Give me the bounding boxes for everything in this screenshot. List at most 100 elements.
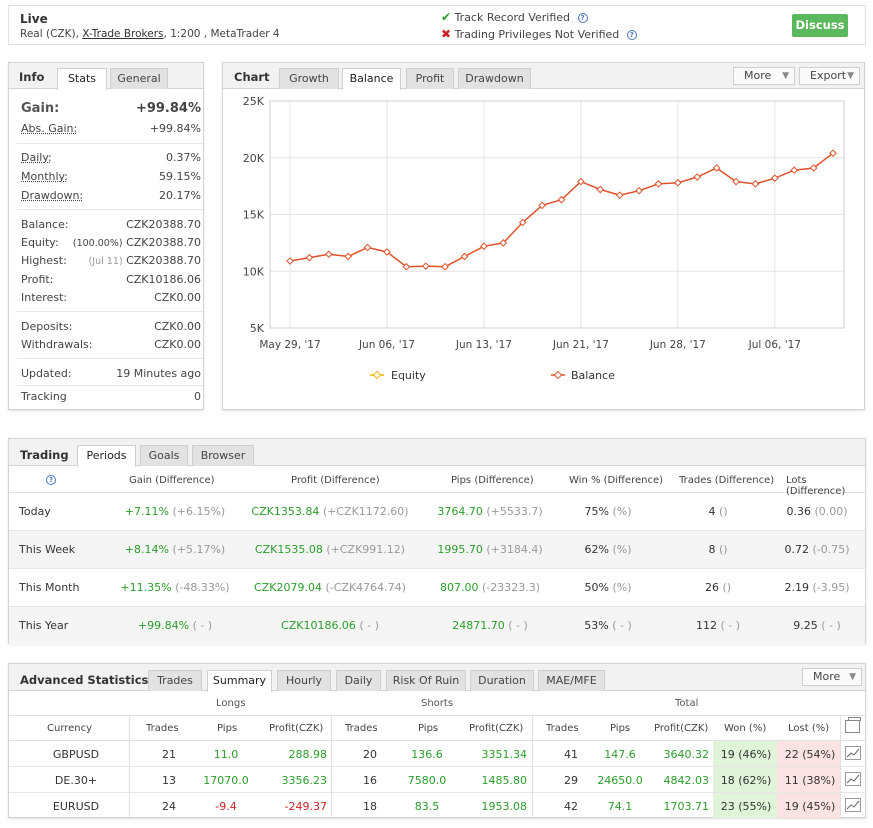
balance-point[interactable] xyxy=(790,166,799,175)
table-row: GBPUSD 21 11.0 288.98 20 136.6 3351.34 41 147.6 3… xyxy=(9,741,865,767)
balance-point[interactable] xyxy=(732,177,740,186)
pips-value: 24871.70 xyxy=(452,619,505,632)
lots-difference: (-0.75) xyxy=(812,543,850,556)
balance-point[interactable] xyxy=(829,149,837,158)
balance-point[interactable] xyxy=(674,178,682,187)
help-icon[interactable]: ? xyxy=(577,13,588,23)
balance-point[interactable] xyxy=(771,174,779,182)
balance-point[interactable] xyxy=(344,252,352,261)
balance-point[interactable] xyxy=(480,242,488,251)
pips-value: 3764.70 xyxy=(437,505,483,518)
balance-point[interactable] xyxy=(615,191,624,200)
balance-point[interactable] xyxy=(751,180,760,188)
group-header-row: Longs Shorts Total xyxy=(9,691,865,715)
tab-duration[interactable]: Duration xyxy=(470,670,534,691)
chart-more-dropdown[interactable]: More ▼ xyxy=(733,67,795,85)
balance-series xyxy=(286,149,837,271)
balance-point[interactable] xyxy=(596,185,605,194)
balance-point[interactable] xyxy=(402,262,411,271)
tab-summary[interactable]: Summary xyxy=(207,670,272,692)
profit-difference: (+CZK991.12) xyxy=(326,543,406,556)
legend-equity-label[interactable]: Equity xyxy=(391,369,426,382)
column-trades: Trades (Difference) xyxy=(679,475,775,486)
balance-point[interactable] xyxy=(557,195,566,204)
balance-point[interactable] xyxy=(324,250,333,259)
balance-point[interactable] xyxy=(518,218,527,227)
balance-point[interactable] xyxy=(305,253,314,262)
tab-balance[interactable]: Balance xyxy=(342,68,401,90)
balance-point[interactable] xyxy=(577,177,585,186)
chart-icon[interactable] xyxy=(845,746,861,760)
column-profit: Profit (Difference) xyxy=(291,475,380,486)
copy-icon[interactable] xyxy=(845,717,861,733)
legend-balance-label[interactable]: Balance xyxy=(571,369,615,382)
divider xyxy=(17,143,205,144)
tab-general[interactable]: General xyxy=(110,68,168,89)
help-icon[interactable]: ? xyxy=(46,475,56,485)
tracking-value: 0 xyxy=(194,390,201,403)
pips-cell: 24871.70 ( - ) xyxy=(410,607,570,645)
period-label: Today xyxy=(19,505,51,518)
tab-drawdown[interactable]: Drawdown xyxy=(458,68,531,89)
balance-point[interactable] xyxy=(499,239,508,247)
withdrawals-row: Withdrawals: CZK0.00 xyxy=(21,338,201,354)
balance-point[interactable] xyxy=(421,262,430,270)
tab-risk-of-ruin[interactable]: Risk Of Ruin xyxy=(386,670,466,691)
tab-daily[interactable]: Daily xyxy=(336,670,381,691)
tab-goals[interactable]: Goals xyxy=(140,445,188,466)
tab-mae-mfe[interactable]: MAE/MFE xyxy=(538,670,605,691)
balance-point[interactable] xyxy=(363,243,372,252)
lots-value: 0.36 xyxy=(786,505,811,518)
balance-point[interactable] xyxy=(712,164,721,172)
chart-icon[interactable] xyxy=(845,798,861,812)
s-profit-cell: 1485.80 xyxy=(481,774,528,787)
tab-periods[interactable]: Periods xyxy=(77,445,136,467)
chart-export-dropdown[interactable]: Export ▼ xyxy=(799,67,860,85)
tab-trades[interactable]: Trades xyxy=(148,670,202,691)
trading-panel: Trading Periods Goals Browser ? Gain (Di… xyxy=(8,438,866,645)
balance-point[interactable] xyxy=(654,180,663,188)
t-profit-cell: 4842.03 xyxy=(663,774,710,787)
balance-point[interactable] xyxy=(538,201,546,210)
profit-cell: CZK1353.84 (+CZK1172.60) xyxy=(250,493,410,531)
pips-difference: (+5533.7) xyxy=(486,505,543,518)
advanced-more-dropdown[interactable]: More ▼ xyxy=(802,668,862,686)
help-icon[interactable]: ? xyxy=(626,30,637,40)
balance-point[interactable] xyxy=(635,186,643,195)
column-short-profit: Profit(CZK) xyxy=(469,723,524,734)
tab-hourly[interactable]: Hourly xyxy=(277,670,331,691)
balance-value: CZK20388.70 xyxy=(126,218,201,231)
highest-row: Highest: (Jul 11) CZK20388.70 xyxy=(21,254,201,270)
won-cell-background xyxy=(713,741,777,766)
chart-panel: Chart Growth Balance Profit Drawdown Mor… xyxy=(222,62,865,410)
chart-icon[interactable] xyxy=(845,772,861,786)
balance-point[interactable] xyxy=(809,164,818,172)
tab-browser[interactable]: Browser xyxy=(192,445,254,466)
s-profit-cell: 1953.08 xyxy=(481,800,528,813)
balance-point[interactable] xyxy=(286,257,294,265)
profit-label: Profit: xyxy=(21,273,54,286)
tab-profit[interactable]: Profit xyxy=(406,68,454,89)
broker-link[interactable]: X-Trade Brokers xyxy=(82,28,164,40)
balance-point[interactable] xyxy=(460,252,469,261)
gain-value: +99.84% xyxy=(137,619,190,632)
chart-legend[interactable]: Equity Balance xyxy=(370,369,615,382)
l-trades-cell: 13 xyxy=(162,774,176,787)
legend-equity-marker xyxy=(372,370,382,380)
advanced-more-label: More xyxy=(813,670,841,683)
table-row: This Week +8.14% (+5.17%) CZK1535.08 (+CZK… xyxy=(9,531,865,569)
balance-point[interactable] xyxy=(693,173,702,181)
profit-cell: CZK1535.08 (+CZK991.12) xyxy=(250,531,410,569)
s-pips-cell: 136.6 xyxy=(411,748,443,761)
tab-growth[interactable]: Growth xyxy=(279,68,339,89)
win-difference: ( - ) xyxy=(612,619,632,632)
x-tick-label: Jun 21, '17 xyxy=(552,339,609,351)
balance-point[interactable] xyxy=(441,262,449,271)
won-cell: 18 (62%) xyxy=(720,774,772,787)
discuss-button[interactable]: Discuss xyxy=(792,14,848,37)
balance-point[interactable] xyxy=(383,248,391,256)
column-win: Win % (Difference) xyxy=(569,475,663,486)
tab-stats[interactable]: Stats xyxy=(57,68,107,90)
dropdown-arrow-icon: ▼ xyxy=(849,672,856,682)
withdrawals-label: Withdrawals: xyxy=(21,338,93,351)
